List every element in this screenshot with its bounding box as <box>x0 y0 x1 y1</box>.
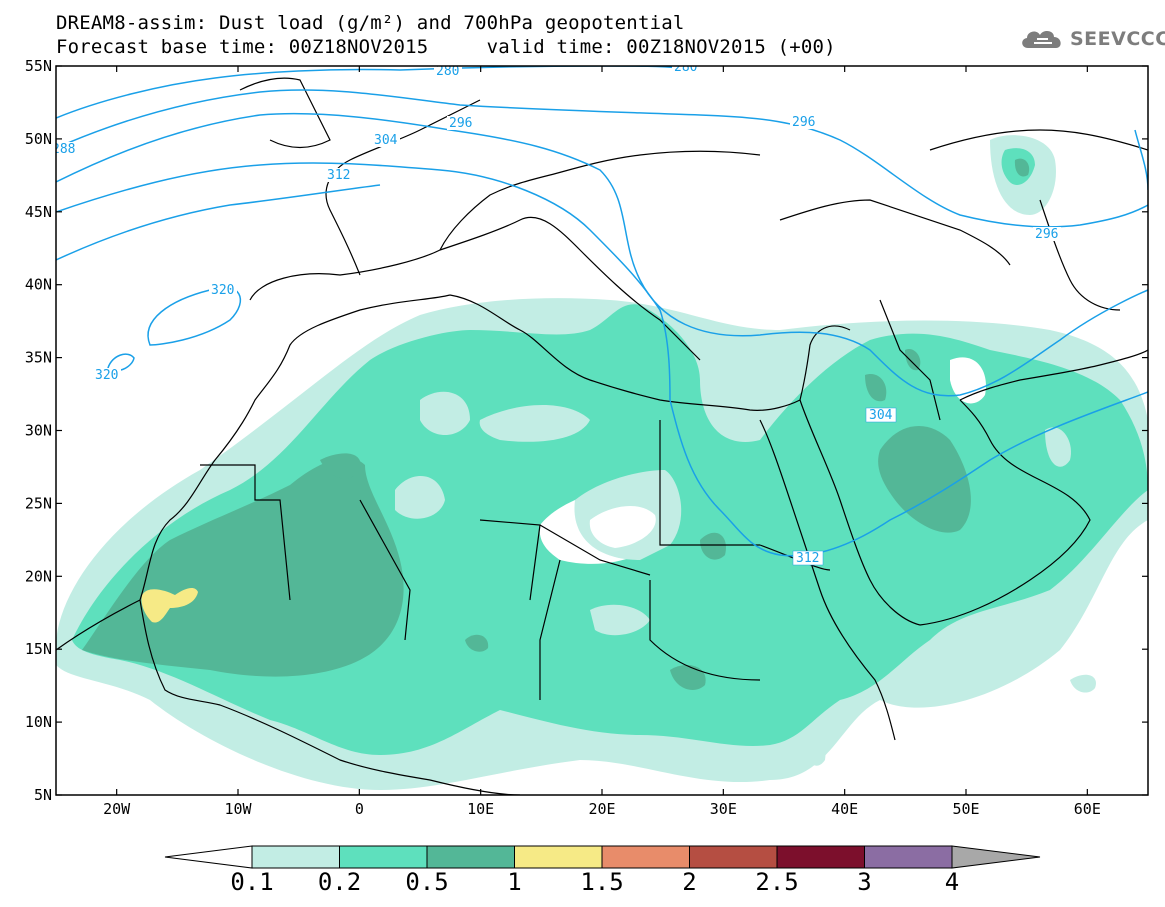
contour-label: 296 <box>449 116 472 131</box>
lat-tick-label: 55N <box>25 57 52 75</box>
dust-band-high <box>82 158 1030 690</box>
colorbar-swatch <box>689 845 778 869</box>
colorbar-level-label: 0.5 <box>405 868 449 896</box>
seevccc-logo: SEEVCCC <box>1018 26 1165 52</box>
forecast-time-subtitle: Forecast base time: 00Z18NOV2015 valid t… <box>56 36 836 58</box>
map-title: DREAM8-assim: Dust load (g/m²) and 700hP… <box>56 12 685 34</box>
contour-label: 312 <box>796 551 819 566</box>
colorbar-level-label: 0.1 <box>230 868 274 896</box>
lon-tick-label: 10E <box>467 800 494 818</box>
colorbar <box>164 845 1041 869</box>
contour-label: 304 <box>869 408 893 423</box>
lon-tick-label: 30E <box>710 800 737 818</box>
lon-tick-label: 20E <box>588 800 615 818</box>
colorbar-swatch <box>339 845 428 869</box>
lon-tick-label: 10W <box>224 800 252 818</box>
dust-peak-area <box>141 588 198 623</box>
lon-tick-label: 50E <box>952 800 979 818</box>
colorbar-swatch <box>426 845 515 869</box>
contour-label: 320 <box>95 368 118 383</box>
colorbar-level-label: 2 <box>682 868 697 896</box>
lat-tick-label: 45N <box>25 203 52 221</box>
lat-tick-label: 20N <box>25 567 52 585</box>
contour-label: 296 <box>792 115 815 130</box>
lat-tick-label: 5N <box>34 786 52 804</box>
lat-tick-label: 10N <box>25 713 52 731</box>
contour-label: 312 <box>327 168 350 183</box>
colorbar-high-arrow <box>951 845 1041 869</box>
contour-label: 296 <box>1035 227 1058 242</box>
lon-tick-label: 20W <box>103 800 131 818</box>
colorbar-level-label: 2.5 <box>755 868 799 896</box>
contour-label: 304 <box>374 133 398 148</box>
lat-tick-label: 25N <box>25 494 52 512</box>
colorbar-swatch <box>601 845 690 869</box>
contour-label: 280 <box>674 60 697 75</box>
longitude-axis: 20W 10W 0 10E 20E 30E 40E 50E 60E <box>103 66 1101 818</box>
colorbar-level-label: 3 <box>857 868 872 896</box>
contour-label: 288 <box>52 142 75 157</box>
contour-label: 320 <box>211 283 234 298</box>
colorbar-low-arrow <box>164 845 253 869</box>
colorbar-level-label: 4 <box>944 868 960 896</box>
dust-clear-areas <box>395 357 1071 636</box>
contour-labels: 280 280 288 296 296 296 304 304 312 312 … <box>52 60 1061 566</box>
colorbar-swatch <box>864 845 953 869</box>
cloud-icon <box>1022 31 1061 48</box>
latitude-axis: 55N 50N 45N 40N 35N 30N 25N 20N 15N 10N 5N <box>25 57 1148 804</box>
lon-tick-label: 60E <box>1074 800 1101 818</box>
colorbar-swatch <box>776 845 865 869</box>
lat-tick-label: 30N <box>25 422 52 440</box>
lat-tick-label: 40N <box>25 276 52 294</box>
lat-tick-label: 50N <box>25 130 52 148</box>
lat-tick-label: 15N <box>25 640 52 658</box>
logo-text: SEEVCCC <box>1070 28 1165 50</box>
colorbar-swatch <box>514 845 603 869</box>
colorbar-swatch <box>251 845 340 869</box>
geopotential-contours <box>56 66 1148 557</box>
contour-label: 280 <box>436 64 459 79</box>
colorbar-level-label: 0.2 <box>317 868 362 896</box>
colorbar-level-label: 1.5 <box>580 868 624 896</box>
lon-tick-label: 0 <box>355 800 364 818</box>
coastlines <box>56 77 1148 795</box>
lat-tick-label: 35N <box>25 349 52 367</box>
colorbar-level-label: 1 <box>507 868 522 896</box>
lon-tick-label: 40E <box>831 800 858 818</box>
